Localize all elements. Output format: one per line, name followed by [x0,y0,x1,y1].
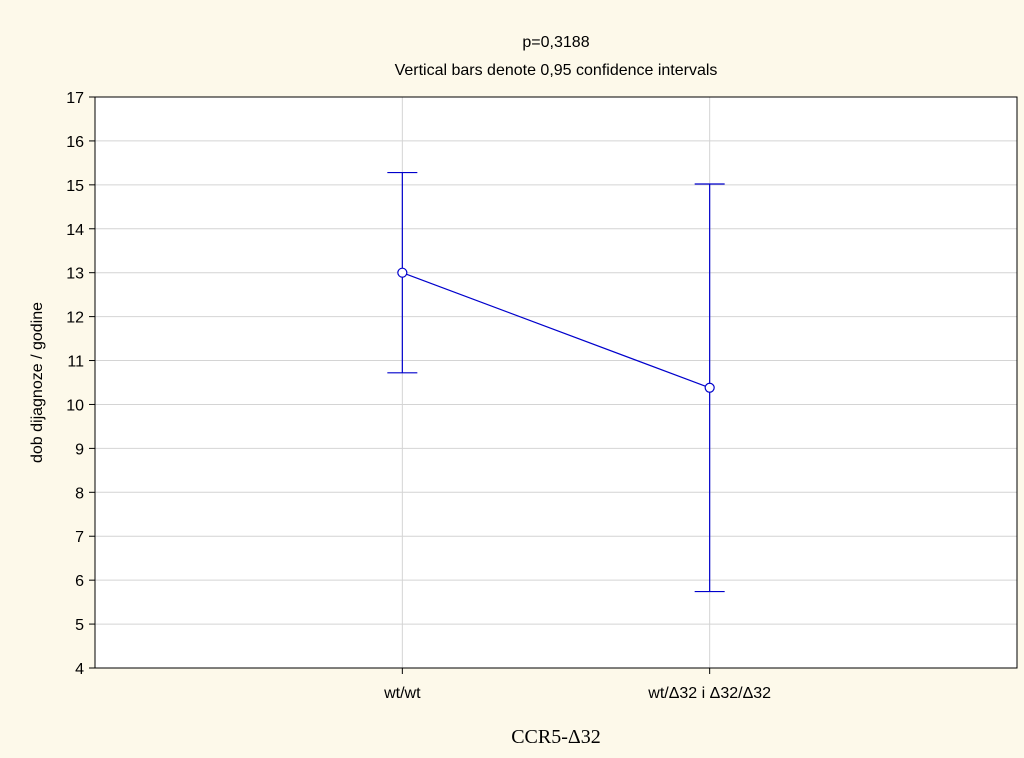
y-tick-label: 9 [75,441,84,458]
y-tick-label: 11 [67,354,84,371]
plot-area [95,97,1017,668]
y-tick-label: 8 [75,485,84,502]
data-point [704,382,715,393]
x-tick-label: wt/Δ32 i Δ32/Δ32 [647,685,771,702]
y-tick-label: 4 [75,661,84,678]
y-tick-label: 17 [66,90,84,107]
chart-title: p=0,3188 [522,34,589,51]
y-tick-label: 14 [66,222,84,239]
x-axis-label: CCR5-Δ32 [511,726,601,748]
series-layer [387,171,725,593]
y-axis-label: dob dijagnoze / godine [29,302,46,463]
y-tick-label: 5 [75,617,84,634]
tick-labels: 4 5 6 7 8 9 10 11 12 13 14 15 16 17 wt/wt wt/Δ32 i Δ32/… [66,90,771,702]
y-tick-label: 10 [66,397,84,414]
y-tick-label: 15 [66,178,84,195]
chart-subtitle: Vertical bars denote 0,95 confidence int… [395,62,718,79]
y-tick-label: 12 [66,310,84,327]
y-tick-label: 13 [66,266,84,283]
plot-frame [94,96,1018,669]
x-tick-label: wt/wt [383,685,421,702]
y-tick-label: 16 [66,134,84,151]
y-tick-label: 7 [75,529,84,546]
data-point [397,267,408,278]
y-tick-label: 6 [75,573,84,590]
series-line [402,272,710,389]
axes [89,96,1018,674]
